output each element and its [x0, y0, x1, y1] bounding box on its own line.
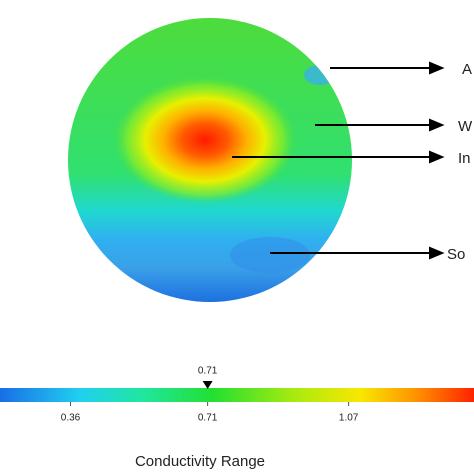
annotation: So	[447, 246, 465, 263]
annotation: W	[458, 118, 473, 135]
marker-label: 0.71	[198, 366, 218, 377]
conductivity-map	[68, 18, 352, 302]
colorbar	[0, 388, 474, 402]
annotation: In	[458, 150, 471, 167]
arrows	[232, 61, 445, 260]
tick-label: 0.36	[61, 413, 81, 424]
colorbar-label: Conductivity Range	[135, 453, 265, 470]
annotation: A	[462, 61, 472, 78]
tick-label: 0.71	[198, 413, 218, 424]
marker	[202, 381, 213, 389]
tick-label: 1.07	[339, 413, 359, 424]
